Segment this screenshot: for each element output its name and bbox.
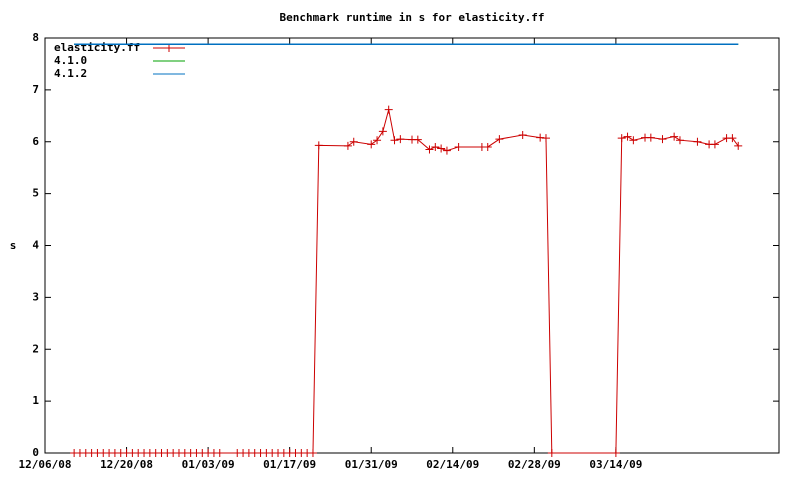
chart-title: Benchmark runtime in s for elasticity.ff (280, 11, 545, 24)
point-marker (670, 132, 679, 141)
point-marker (675, 136, 684, 145)
point-marker (396, 135, 405, 144)
point-marker (658, 135, 667, 144)
point-marker (367, 140, 376, 149)
point-marker (343, 141, 352, 150)
x-tick-label: 01/17/09 (263, 458, 316, 471)
legend-label: 4.1.2 (54, 67, 87, 80)
y-tick-label: 1 (32, 394, 39, 407)
point-marker (437, 144, 446, 153)
x-tick-label: 03/14/09 (589, 458, 642, 471)
point-marker (693, 137, 702, 146)
point-marker (454, 142, 463, 151)
y-tick-label: 0 (32, 446, 39, 459)
point-marker (518, 131, 527, 140)
legend-label: 4.1.0 (54, 54, 87, 67)
point-marker (431, 142, 440, 151)
point-marker (547, 449, 556, 457)
legend-label: elasticity.ff (54, 41, 140, 54)
point-marker (646, 133, 655, 142)
y-tick-label: 5 (32, 187, 39, 200)
point-marker (314, 141, 323, 150)
point-marker (349, 137, 358, 146)
point-marker (308, 449, 317, 457)
point-marker (536, 133, 545, 142)
y-tick-label: 7 (32, 83, 39, 96)
point-marker (390, 136, 399, 145)
point-marker (728, 134, 737, 143)
point-marker (384, 105, 393, 114)
point-marker (629, 136, 638, 145)
point-marker (442, 146, 451, 155)
x-tick-label: 01/31/09 (345, 458, 398, 471)
point-marker (373, 136, 382, 145)
y-tick-label: 2 (32, 342, 39, 355)
point-marker (413, 135, 422, 144)
point-marker (734, 141, 743, 150)
point-marker (483, 142, 492, 151)
point-marker (425, 145, 434, 154)
x-tick-label: 01/03/09 (182, 458, 235, 471)
point-marker (215, 449, 224, 457)
y-axis-label: s (10, 239, 17, 252)
legend-marker (165, 44, 173, 52)
y-tick-label: 3 (32, 290, 39, 303)
point-marker (495, 135, 504, 144)
x-tick-label: 02/28/09 (508, 458, 561, 471)
point-marker (710, 140, 719, 149)
x-tick-label: 12/20/08 (100, 458, 153, 471)
y-tick-label: 8 (32, 31, 39, 44)
point-marker (617, 134, 626, 143)
x-tick-label: 02/14/09 (426, 458, 479, 471)
x-tick-label: 12/06/08 (19, 458, 72, 471)
point-marker (541, 134, 550, 143)
point-marker (623, 132, 632, 141)
point-marker (611, 449, 620, 457)
y-tick-label: 6 (32, 135, 39, 148)
point-marker (378, 127, 387, 136)
y-tick-label: 4 (32, 239, 39, 252)
